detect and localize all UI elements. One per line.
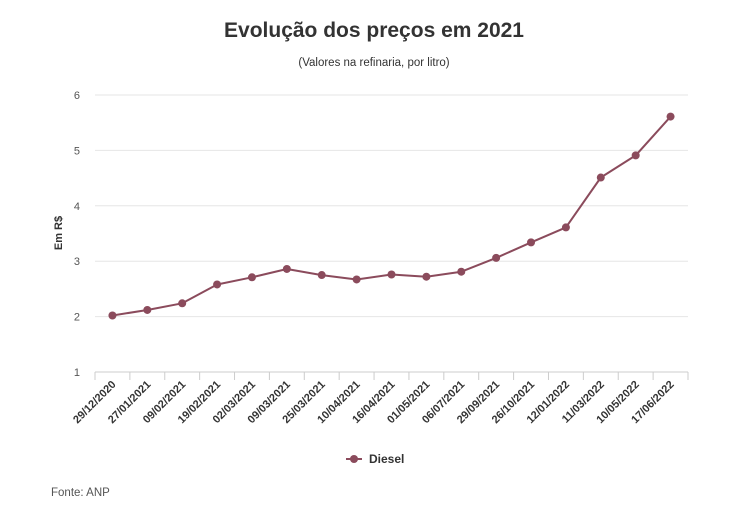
data-point bbox=[596, 173, 605, 182]
series-line-diesel bbox=[112, 115, 672, 317]
data-point bbox=[666, 112, 675, 121]
gridlines bbox=[95, 94, 688, 318]
legend-dot-marker bbox=[350, 455, 358, 463]
data-point bbox=[422, 272, 431, 281]
y-axis-ticks: 1 2 3 4 5 6 bbox=[74, 90, 80, 379]
y-tick-label: 1 bbox=[74, 367, 80, 379]
x-axis: 29/12/202027/01/202109/02/202119/02/2021… bbox=[71, 371, 689, 426]
data-point bbox=[352, 275, 361, 284]
data-point bbox=[282, 264, 291, 273]
chart-title: Evolução dos preços em 2021 bbox=[224, 19, 524, 42]
source-note: Fonte: ANP bbox=[51, 487, 110, 499]
y-tick-label: 6 bbox=[74, 90, 80, 102]
data-point bbox=[492, 253, 501, 262]
y-tick-label: 2 bbox=[74, 312, 80, 324]
data-point bbox=[457, 267, 466, 276]
data-point bbox=[631, 151, 640, 160]
data-point bbox=[317, 271, 326, 280]
y-tick-label: 3 bbox=[74, 256, 80, 268]
y-axis-label: Em R$ bbox=[53, 216, 65, 250]
data-point bbox=[387, 270, 396, 279]
y-tick-label: 4 bbox=[74, 201, 80, 213]
chart-subtitle: (Valores na refinaria, por litro) bbox=[298, 57, 449, 69]
data-point bbox=[527, 238, 536, 247]
y-tick-label: 5 bbox=[74, 145, 80, 157]
data-point bbox=[108, 311, 117, 320]
data-point bbox=[178, 299, 187, 308]
legend: Diesel bbox=[346, 452, 404, 466]
data-point bbox=[247, 273, 256, 282]
legend-label-diesel: Diesel bbox=[369, 452, 404, 466]
data-point bbox=[561, 223, 570, 232]
series-diesel bbox=[108, 112, 675, 320]
data-point bbox=[143, 305, 152, 314]
data-point bbox=[213, 280, 222, 289]
